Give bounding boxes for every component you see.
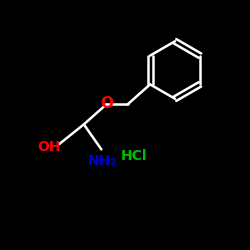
Text: NH₂: NH₂ bbox=[88, 154, 117, 168]
Text: HCl: HCl bbox=[120, 148, 147, 162]
Text: OH: OH bbox=[37, 140, 60, 154]
Text: O: O bbox=[100, 96, 113, 110]
